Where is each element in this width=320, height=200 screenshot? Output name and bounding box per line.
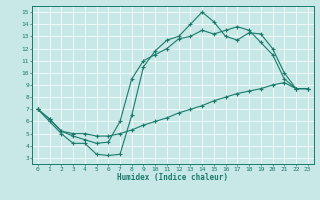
X-axis label: Humidex (Indice chaleur): Humidex (Indice chaleur) bbox=[117, 173, 228, 182]
